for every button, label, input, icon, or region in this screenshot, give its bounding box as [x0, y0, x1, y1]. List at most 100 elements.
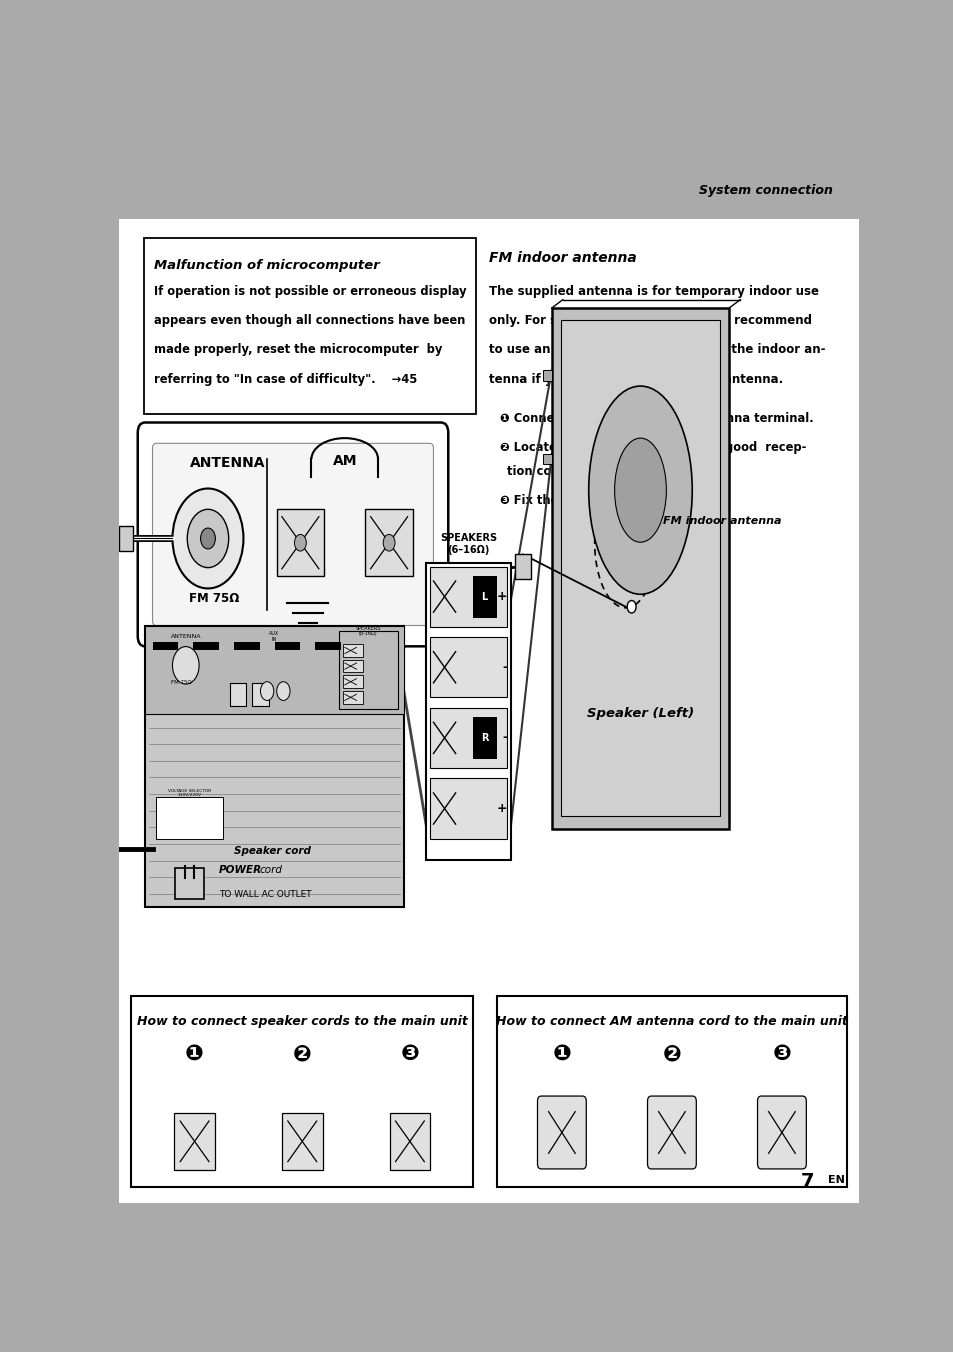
FancyBboxPatch shape — [497, 996, 846, 1187]
Text: only. For stable signal reception, we recommend: only. For stable signal reception, we re… — [488, 314, 811, 327]
FancyBboxPatch shape — [152, 443, 433, 626]
Text: -: - — [502, 661, 507, 673]
Bar — [515, 554, 531, 580]
Bar — [551, 308, 728, 829]
Text: ❷: ❷ — [293, 1044, 312, 1064]
Text: ❸: ❸ — [400, 1044, 419, 1064]
FancyBboxPatch shape — [537, 1096, 586, 1169]
Bar — [542, 454, 551, 464]
Ellipse shape — [614, 438, 665, 542]
Bar — [338, 630, 397, 708]
Bar — [193, 642, 219, 650]
Text: VOLTAGE SELECTOR
110V/220V: VOLTAGE SELECTOR 110V/220V — [168, 788, 211, 798]
Ellipse shape — [588, 387, 692, 595]
Bar — [342, 691, 363, 703]
Text: TO WALL AC OUTLET: TO WALL AC OUTLET — [219, 890, 312, 899]
Bar — [342, 660, 363, 672]
Bar — [274, 642, 300, 650]
Text: How to connect AM antenna cord to the main unit: How to connect AM antenna cord to the ma… — [496, 1015, 847, 1028]
Bar — [174, 1113, 214, 1169]
Bar — [314, 642, 341, 650]
Bar — [542, 370, 551, 381]
Text: appears even though all connections have been: appears even though all connections have… — [153, 314, 465, 327]
Text: Malfunction of microcomputer: Malfunction of microcomputer — [153, 260, 379, 272]
Text: How to connect speaker cords to the main unit: How to connect speaker cords to the main… — [136, 1015, 467, 1028]
Text: +: + — [497, 802, 507, 815]
Text: tion condition.: tion condition. — [507, 465, 601, 479]
Text: ❶: ❶ — [552, 1044, 571, 1064]
FancyBboxPatch shape — [144, 238, 476, 414]
Text: referring to "In case of difficulty".    →45: referring to "In case of difficulty". →4… — [153, 373, 416, 385]
Text: SPEAKERS
(6–16Ω): SPEAKERS (6–16Ω) — [439, 533, 497, 554]
Text: AUX
IN: AUX IN — [269, 630, 279, 641]
Text: ANTENNA: ANTENNA — [171, 634, 201, 639]
Text: ❶: ❶ — [185, 1044, 204, 1064]
Circle shape — [200, 529, 215, 549]
Text: ❸: ❸ — [772, 1044, 791, 1064]
FancyBboxPatch shape — [131, 996, 473, 1187]
Text: FM indoor antenna: FM indoor antenna — [488, 250, 636, 265]
FancyBboxPatch shape — [647, 1096, 696, 1169]
Bar — [233, 642, 259, 650]
Text: +: + — [497, 589, 507, 603]
Bar — [276, 510, 324, 576]
Text: -: - — [502, 731, 507, 745]
Text: EN: EN — [826, 1175, 843, 1184]
Text: The supplied antenna is for temporary indoor use: The supplied antenna is for temporary in… — [488, 285, 818, 297]
Circle shape — [172, 646, 199, 684]
Bar — [365, 510, 413, 576]
Text: made properly, reset the microcomputer  by: made properly, reset the microcomputer b… — [153, 343, 442, 357]
Text: System connection: System connection — [699, 184, 832, 197]
Bar — [156, 798, 222, 838]
Text: L: L — [481, 592, 487, 602]
Bar — [342, 645, 363, 657]
Bar — [429, 566, 507, 626]
Bar — [429, 637, 507, 698]
Circle shape — [383, 534, 395, 552]
Text: tenna if you connect to an outdoor antenna.: tenna if you connect to an outdoor anten… — [488, 373, 782, 385]
Text: If operation is not possible or erroneous display: If operation is not possible or erroneou… — [153, 285, 466, 297]
Bar — [429, 779, 507, 838]
Text: ❷: ❷ — [661, 1044, 680, 1064]
Text: ❷ Locate  the  position  providing  good  recep-: ❷ Locate the position providing good rec… — [499, 441, 805, 454]
Text: FM 75Ω: FM 75Ω — [171, 680, 192, 685]
Bar — [119, 162, 858, 219]
Bar — [152, 642, 178, 650]
Text: R: R — [480, 733, 488, 742]
Bar — [119, 526, 132, 552]
FancyBboxPatch shape — [757, 1096, 805, 1169]
Text: SPEAKERS
(8-16Ω): SPEAKERS (8-16Ω) — [355, 626, 380, 637]
Bar — [342, 676, 363, 688]
Text: ANTENNA: ANTENNA — [190, 456, 265, 469]
Bar — [174, 868, 204, 899]
Text: FM indoor antenna: FM indoor antenna — [662, 516, 781, 526]
Text: FM 75Ω: FM 75Ω — [190, 592, 239, 604]
Bar — [282, 1113, 322, 1169]
Text: cord: cord — [259, 865, 282, 875]
Text: ❶ Connect the antenna to the antenna terminal.: ❶ Connect the antenna to the antenna ter… — [499, 412, 813, 425]
Circle shape — [187, 510, 229, 568]
Circle shape — [626, 600, 636, 612]
Bar — [145, 626, 403, 714]
Circle shape — [276, 681, 290, 700]
Bar — [252, 683, 269, 706]
Text: to use an outdoor antenna. Remove the indoor an-: to use an outdoor antenna. Remove the in… — [488, 343, 824, 357]
Circle shape — [260, 681, 274, 700]
Bar — [145, 626, 403, 907]
Text: POWER: POWER — [219, 865, 262, 875]
Circle shape — [172, 488, 243, 588]
Bar — [230, 683, 246, 706]
Bar — [426, 562, 511, 860]
Bar — [473, 576, 497, 618]
Text: 7: 7 — [800, 1172, 813, 1191]
Text: ❸ Fix the antenna.: ❸ Fix the antenna. — [499, 495, 619, 507]
Circle shape — [294, 534, 306, 552]
Text: AM: AM — [333, 454, 356, 468]
Bar — [560, 320, 720, 817]
Bar — [389, 1113, 430, 1169]
Text: Speaker cord: Speaker cord — [233, 846, 311, 856]
FancyBboxPatch shape — [137, 422, 448, 646]
Bar — [473, 717, 497, 758]
Bar — [429, 708, 507, 768]
Text: Speaker (Left): Speaker (Left) — [586, 707, 694, 721]
